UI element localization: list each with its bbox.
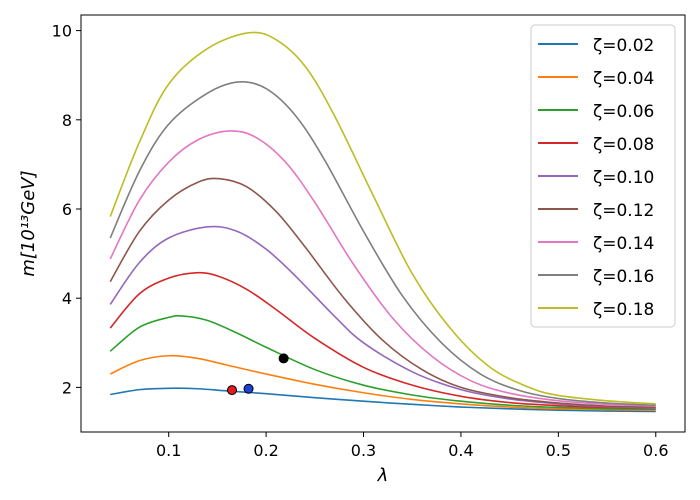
x-axis-label: λ (377, 465, 389, 486)
x-tick-label: 0.5 (546, 441, 571, 460)
y-tick-label: 2 (62, 378, 72, 397)
legend-label: ζ=0.14 (593, 234, 654, 254)
data-points (227, 353, 289, 396)
y-axis-label: m[10¹³GeV] (18, 170, 39, 276)
legend-box (530, 24, 676, 328)
y-tick-label: 10 (52, 22, 72, 41)
series-line-9 (109, 31, 656, 405)
x-ticks: 0.1 0.2 0.3 0.4 0.5 0.6 (156, 432, 669, 460)
legend-label: ζ=0.18 (593, 300, 654, 320)
legend-label: ζ=0.02 (593, 36, 654, 56)
series-line-5 (109, 225, 656, 409)
series-line-6 (109, 177, 656, 408)
legend-label: ζ=0.16 (593, 267, 654, 287)
legend-label: ζ=0.04 (593, 69, 654, 89)
x-tick-label: 0.1 (156, 441, 181, 460)
legend-label: ζ=0.06 (593, 102, 654, 122)
data-point-2 (243, 383, 254, 394)
series-line-8 (109, 80, 656, 407)
x-tick-label: 0.2 (253, 441, 278, 460)
legend-label: ζ=0.10 (593, 168, 654, 188)
x-tick-label: 0.6 (643, 441, 668, 460)
legend: ζ=0.02 ζ=0.04 ζ=0.06 ζ=0.08 ζ=0.10 ζ=0.12 ζ=0.… (530, 24, 676, 328)
y-ticks: 2 4 6 8 10 (52, 22, 81, 397)
series-line-3 (109, 314, 656, 411)
series-line-1 (110, 387, 656, 413)
data-point-3 (278, 353, 289, 364)
series-line-7 (109, 130, 656, 407)
data-point-1 (227, 385, 237, 396)
legend-label: ζ=0.08 (593, 135, 654, 155)
y-tick-label: 8 (62, 111, 72, 130)
y-tick-label: 4 (62, 289, 72, 308)
series-lines (109, 31, 656, 413)
y-tick-label: 6 (62, 200, 72, 219)
x-tick-label: 0.3 (351, 441, 376, 460)
series-line-4 (109, 271, 656, 410)
legend-label: ζ=0.12 (593, 201, 654, 221)
x-tick-label: 0.4 (448, 441, 473, 460)
series-line-2 (109, 354, 656, 411)
